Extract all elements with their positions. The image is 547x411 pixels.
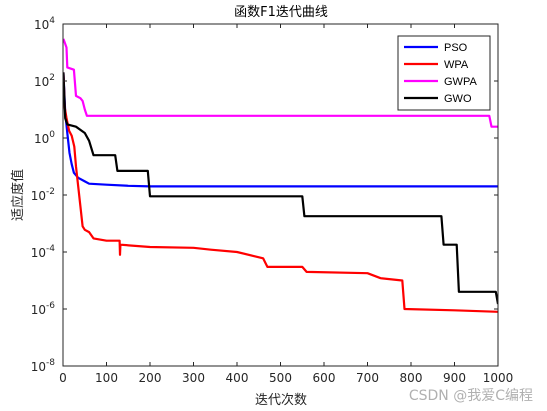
x-tick-label: 600 (313, 371, 336, 385)
plot-area (63, 38, 498, 313)
x-tick-label: 0 (59, 371, 67, 385)
x-tick-label: 800 (400, 371, 423, 385)
y-tick-label: 10-8 (31, 358, 56, 374)
x-tick-label: 1000 (483, 371, 514, 385)
legend-label-wpa: WPA (444, 59, 469, 71)
chart-title: 函数F1迭代曲线 (234, 5, 328, 20)
watermark: CSDN @我爱C编程 (408, 388, 533, 404)
y-tick-label: 102 (34, 73, 55, 89)
y-axis-label: 适应度值 (10, 169, 26, 221)
x-tick-label: 300 (182, 371, 205, 385)
y-tick-label: 10-6 (31, 301, 56, 317)
legend: PSO WPA GWPA GWO (397, 35, 491, 111)
x-tick-label: 200 (139, 371, 162, 385)
x-tick-label: 500 (269, 371, 292, 385)
y-tick-label: 10-4 (31, 244, 56, 260)
axis-ticks: 0 100 200 300 400 500 600 700 800 900 1000 10-8 10-6… (31, 16, 514, 385)
legend-label-pso: PSO (444, 42, 468, 54)
legend-label-gwo: GWO (444, 93, 472, 105)
x-tick-label: 700 (356, 371, 379, 385)
x-tick-label: 100 (95, 371, 118, 385)
series-line-wpa (63, 72, 498, 313)
x-tick-label: 900 (443, 371, 466, 385)
x-axis-label: 迭代次数 (255, 392, 307, 408)
y-tick-label: 10-2 (31, 187, 55, 203)
x-tick-label: 400 (226, 371, 249, 385)
legend-label-gwpa: GWPA (444, 76, 477, 88)
y-tick-label: 100 (34, 130, 55, 146)
series-line-gwo (63, 72, 498, 305)
y-tick-label: 104 (34, 16, 55, 32)
series-line-gwpa (63, 38, 498, 128)
series-line-pso (63, 72, 498, 188)
